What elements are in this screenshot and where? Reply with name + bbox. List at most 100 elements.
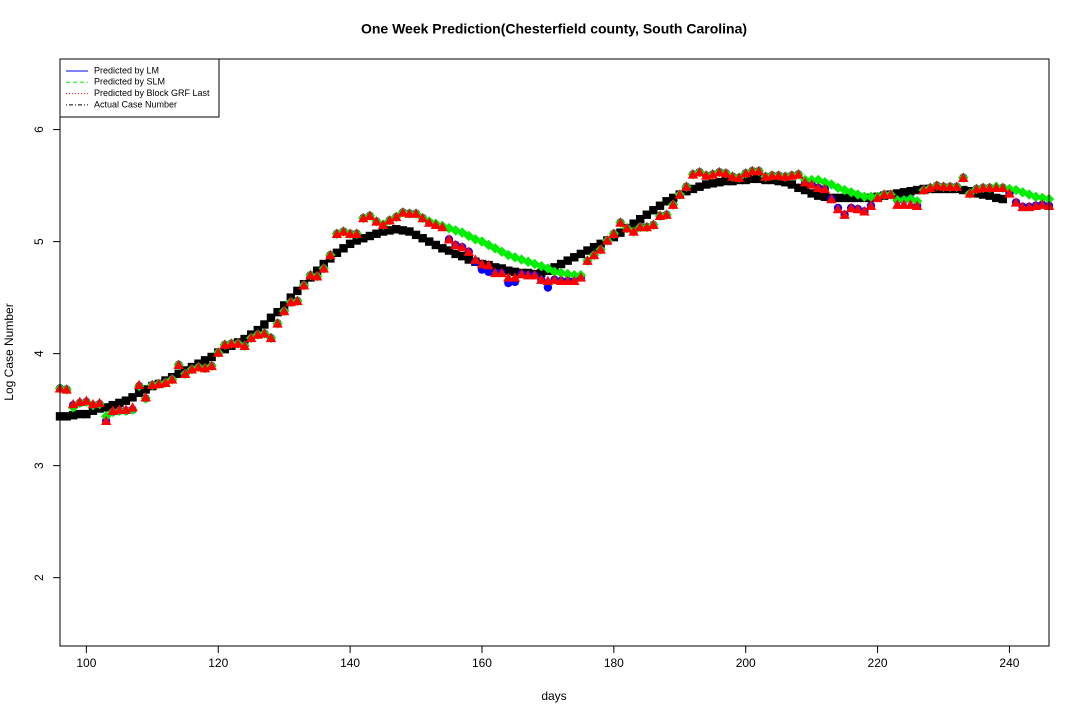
point <box>140 392 151 402</box>
point <box>753 165 765 176</box>
point <box>575 272 587 282</box>
point <box>569 270 580 281</box>
point <box>101 403 111 412</box>
point <box>668 193 678 203</box>
point <box>391 211 402 222</box>
point <box>695 182 704 191</box>
point <box>583 246 592 255</box>
point <box>905 193 916 205</box>
point <box>384 215 395 225</box>
point <box>266 313 276 322</box>
point <box>371 216 382 226</box>
point <box>504 266 513 275</box>
point <box>312 266 322 275</box>
point <box>833 193 843 203</box>
point <box>344 228 356 238</box>
point <box>819 183 831 194</box>
point <box>872 192 883 203</box>
point <box>509 272 521 282</box>
point <box>569 275 580 286</box>
point <box>265 332 277 343</box>
point <box>911 200 923 210</box>
point <box>133 379 145 390</box>
point <box>813 182 824 193</box>
point <box>108 400 117 410</box>
point <box>832 182 844 194</box>
point <box>661 209 672 219</box>
y-tick-label: 6 <box>32 126 46 133</box>
point <box>905 199 916 209</box>
point <box>456 241 468 252</box>
point <box>667 199 679 209</box>
point <box>121 396 131 405</box>
point <box>859 191 870 202</box>
point <box>378 227 388 236</box>
point <box>794 183 803 193</box>
y-tick-label: 3 <box>32 462 46 469</box>
point <box>522 270 534 280</box>
point <box>944 181 956 191</box>
point <box>430 219 442 229</box>
point <box>405 227 414 236</box>
point <box>787 180 797 189</box>
point <box>562 275 573 286</box>
point <box>424 217 435 227</box>
point <box>239 340 250 350</box>
point <box>206 360 217 371</box>
point <box>748 174 757 184</box>
point <box>906 186 915 196</box>
point <box>715 178 724 187</box>
x-tick-label: 240 <box>999 656 1019 670</box>
point <box>444 246 454 255</box>
point <box>852 203 863 214</box>
point <box>820 192 830 201</box>
x-tick-label: 220 <box>868 656 888 670</box>
point <box>437 221 448 232</box>
point <box>766 170 778 180</box>
point <box>636 214 645 224</box>
point <box>62 412 71 421</box>
point <box>629 219 638 228</box>
point <box>443 234 455 244</box>
point <box>509 252 521 263</box>
point <box>562 268 573 280</box>
point <box>938 181 949 191</box>
point <box>1037 199 1048 209</box>
point <box>832 203 844 214</box>
point <box>708 179 717 188</box>
point <box>88 406 98 415</box>
point <box>385 226 394 235</box>
point <box>878 189 890 199</box>
point <box>94 397 105 408</box>
point <box>516 268 527 279</box>
legend-label: Predicted by LM <box>94 65 159 75</box>
point <box>747 165 758 176</box>
point <box>615 217 626 227</box>
point <box>688 184 698 194</box>
point <box>273 307 282 317</box>
point <box>563 256 572 265</box>
point <box>339 244 348 253</box>
point <box>318 263 329 273</box>
point <box>799 177 811 187</box>
point <box>958 172 969 182</box>
point <box>404 208 415 218</box>
point <box>898 199 910 209</box>
point <box>510 267 520 277</box>
point <box>128 393 137 402</box>
point <box>840 193 849 203</box>
point <box>496 267 507 278</box>
point <box>570 253 579 262</box>
point <box>451 249 460 259</box>
point <box>100 415 112 426</box>
point <box>635 221 646 232</box>
point <box>985 191 994 200</box>
point <box>345 239 355 249</box>
point <box>931 180 943 190</box>
point <box>859 206 870 216</box>
point <box>260 320 269 329</box>
point <box>279 301 289 310</box>
point <box>912 185 922 195</box>
point <box>213 347 224 357</box>
